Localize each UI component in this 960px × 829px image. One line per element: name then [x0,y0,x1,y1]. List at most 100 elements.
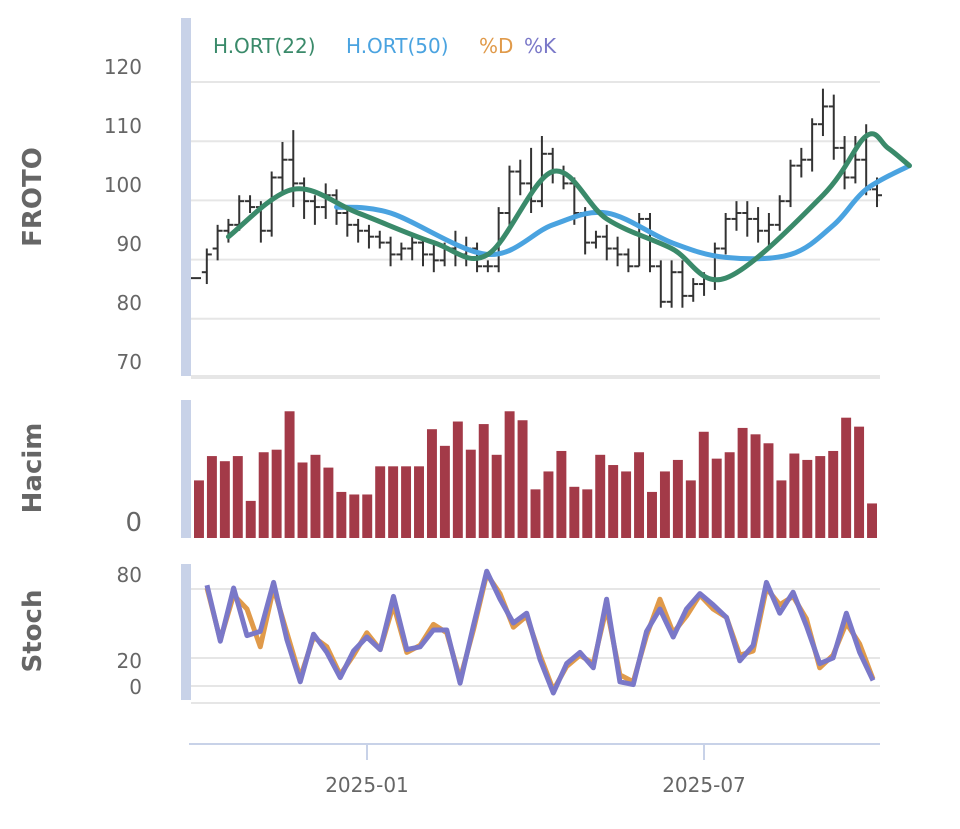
volume-bar [323,467,334,538]
ohlc-bar [407,236,418,261]
ohlc-bar [299,177,310,219]
ohlc-bar [288,130,299,208]
price-tick-label: 80 [117,291,142,315]
volume-bar [194,480,204,538]
volume-bar [426,429,437,538]
stoch-axis-bar [181,564,191,700]
legend-item-pct-d[interactable]: %D [479,34,513,58]
ohlc-bar [612,236,623,267]
stoch-panel-title: Stoch [18,590,48,673]
volume-bar [854,426,865,538]
ohlc-bar [353,218,364,243]
volume-bar [724,452,735,538]
ohlc-bar [212,224,223,261]
x-tick-label: 2025-01 [325,773,409,797]
volume-bar [621,471,632,538]
volume-bar [219,461,230,538]
volume-bar [867,503,877,538]
volume-bar [349,494,360,538]
volume-bar [698,431,709,538]
ohlc-bar [201,248,212,285]
ohlc-bar [482,260,493,273]
ohlc-bar [645,213,655,273]
volume-bar [763,443,774,538]
volume-bar [504,411,515,538]
legend-item-hort50[interactable]: H.ORT(50) [346,34,449,58]
ohlc-bar [396,242,407,261]
price-panel-title: FROTO [18,147,48,247]
ohlc-bar [277,141,288,196]
volume-bar [401,466,412,538]
ohlc-bar [428,242,439,273]
volume-tick-label: 0 [125,508,142,538]
ohlc-bar [677,260,688,308]
ohlc-bar [807,118,818,172]
ohlc-bar [266,171,277,237]
volume-bar [828,450,839,538]
volume-panel-title: Hacim [18,423,48,514]
volume-bar [452,421,463,538]
ohlc-bar [720,213,731,255]
ohlc-bar [828,94,839,160]
volume-bar [439,445,450,538]
stoch-tick-label: 80 [117,563,142,587]
ohlc-bar [753,207,764,243]
ohlc-bar [342,207,353,237]
stoch-y-ticks: 0 20 80 [117,563,142,699]
volume-bar [608,465,619,538]
volume-bar [375,466,386,538]
ohlc-bar [731,201,742,231]
volume-bar [582,489,593,538]
ohlc-bar [536,136,547,208]
legend: H.ORT(22) H.ORT(50) %D %K [213,34,557,58]
ohlc-bar [817,88,828,137]
ohlc-bar [418,236,428,267]
volume-bar [388,466,399,538]
price-tick-label: 110 [104,114,142,138]
ohlc-bar [526,147,537,213]
volume-bar [815,456,826,538]
ohlc-bar [742,201,753,237]
ohlc-bar [504,165,515,225]
price-axis-bar [181,18,191,376]
ohlc-bar [655,260,666,308]
ohlc-bar [774,195,785,231]
ohlc-bar [363,224,374,249]
price-tick-label: 100 [104,173,142,197]
volume-bar [297,462,308,538]
volume-bar [491,454,502,538]
x-tick-label: 2025-07 [662,773,746,797]
ohlc-bar [623,248,634,273]
ohlc-bar [763,213,774,249]
ohlc-bar [688,278,699,302]
volume-bar [232,456,243,538]
volume-bar [685,480,696,538]
pct-k-line [204,568,876,696]
stoch-tick-label: 20 [117,649,142,673]
ohlc-bars [191,88,882,308]
volume-bar [478,424,489,538]
ohlc-bar [385,236,396,267]
volume-bar [711,458,722,538]
volume-bar [595,454,606,538]
legend-item-hort22[interactable]: H.ORT(22) [213,34,316,58]
hort50-line [334,163,912,262]
volume-bar [465,449,476,538]
volume-bar [517,420,528,538]
volume-bar [271,449,282,538]
ohlc-bar [547,147,558,184]
ohlc-bar [785,159,796,208]
volume-bar [543,471,554,538]
volume-bar [750,434,761,538]
ohlc-bar [796,147,807,178]
volume-bar [569,486,580,538]
moving-average-lines [225,131,912,283]
ohlc-bar [309,195,320,225]
ohlc-bar [634,213,645,268]
volume-bar [634,452,645,538]
ohlc-bar [374,230,385,249]
legend-item-pct-k[interactable]: %K [524,34,557,58]
ohlc-bar [245,195,256,213]
volume-bar [841,417,852,538]
price-tick-label: 120 [104,55,142,79]
